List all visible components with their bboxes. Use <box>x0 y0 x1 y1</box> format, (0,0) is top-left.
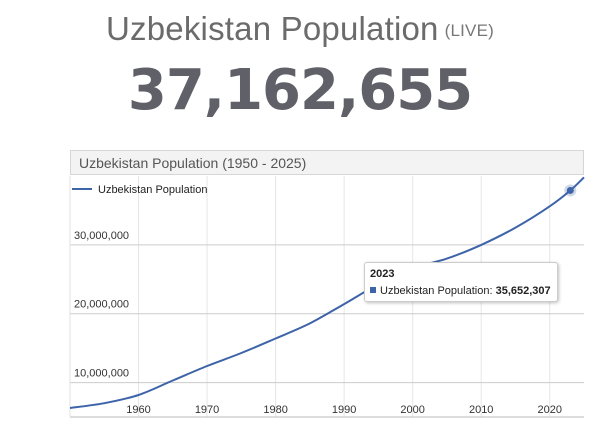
chart-title: Uzbekistan Population (1950 - 2025) <box>79 155 307 171</box>
title-text: Uzbekistan Population <box>106 10 439 47</box>
tooltip-year: 2023 <box>370 268 395 280</box>
axis-layer: 1960 1970 1980 1990 2000 2010 2020 10,000,000 20… <box>69 176 584 418</box>
tooltip-line: Uzbekistan Population: 35,652,307 <box>370 285 551 297</box>
legend: Uzbekistan Population <box>72 184 207 196</box>
x-tick-label: 1990 <box>332 404 356 416</box>
highlight-point[interactable] <box>566 186 574 194</box>
page-title: Uzbekistan Population (LIVE) <box>0 10 600 48</box>
tooltip-value: 35,652,307 <box>495 285 551 297</box>
x-tick-label: 2010 <box>469 404 493 416</box>
series-line[interactable] <box>69 176 585 409</box>
legend-label: Uzbekistan Population <box>98 184 207 196</box>
tooltip-swatch <box>370 287 376 293</box>
data-tooltip: 2023 Uzbekistan Population: 35,652,307 <box>364 262 558 302</box>
x-tick-label: 2000 <box>400 404 424 416</box>
x-tick-label: 1960 <box>126 404 150 416</box>
x-tick-label: 1980 <box>263 404 287 416</box>
series-layer <box>69 176 585 409</box>
population-counter: 37,162,655 <box>127 58 473 123</box>
y-tick-label: 20,000,000 <box>74 299 129 311</box>
x-tick-label: 2020 <box>537 404 561 416</box>
chart-title-bar: Uzbekistan Population (1950 - 2025) <box>70 150 584 175</box>
y-tick-label: 30,000,000 <box>74 230 129 242</box>
y-tick-label: 10,000,000 <box>74 368 129 380</box>
tooltip-series-name: Uzbekistan Population: <box>380 285 493 297</box>
live-label: (LIVE) <box>444 21 494 40</box>
x-tick-label: 1970 <box>195 404 219 416</box>
